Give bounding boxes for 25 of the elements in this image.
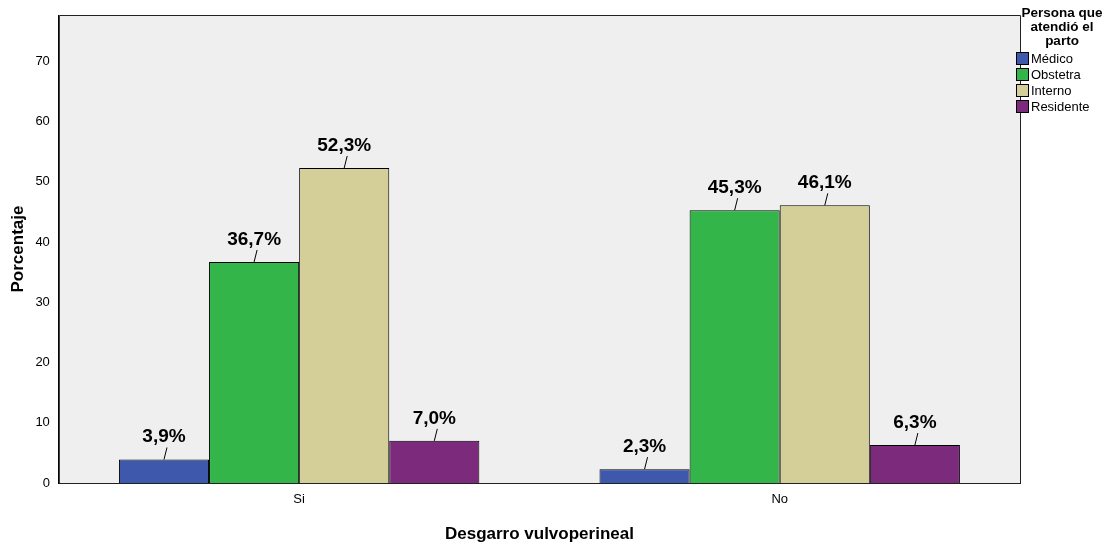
- data-label: 2,3%: [622, 434, 667, 456]
- y-tick-label: 20: [35, 354, 50, 370]
- x-tick-label: No: [771, 491, 789, 507]
- y-tick-label: 40: [35, 233, 50, 249]
- data-label: 52,3%: [317, 133, 372, 155]
- data-label: 3,9%: [142, 425, 186, 447]
- legend-label: Obstetra: [1031, 66, 1081, 82]
- y-tick-label: 60: [35, 113, 50, 129]
- y-tick-label: 50: [35, 173, 50, 189]
- y-tick-label: 0: [42, 474, 50, 490]
- legend-label: Médico: [1031, 50, 1073, 66]
- y-tick-label: 10: [35, 414, 50, 430]
- x-axis-title: Desgarro vulvoperineal: [444, 524, 634, 544]
- y-tick-label: 70: [35, 52, 50, 68]
- data-label: 46,1%: [797, 171, 852, 193]
- legend-label: Residente: [1031, 98, 1090, 114]
- y-axis-title: Porcentaje: [7, 205, 27, 293]
- data-label: 6,3%: [893, 410, 937, 432]
- data-label: 36,7%: [227, 227, 282, 249]
- legend-label: Interno: [1031, 82, 1072, 98]
- legend-title: Persona que atendió el parto: [1020, 5, 1104, 48]
- x-tick-label: Si: [293, 491, 306, 507]
- data-label: 45,3%: [707, 175, 762, 197]
- y-tick-label: 30: [35, 293, 50, 309]
- data-label: 7,0%: [412, 406, 457, 428]
